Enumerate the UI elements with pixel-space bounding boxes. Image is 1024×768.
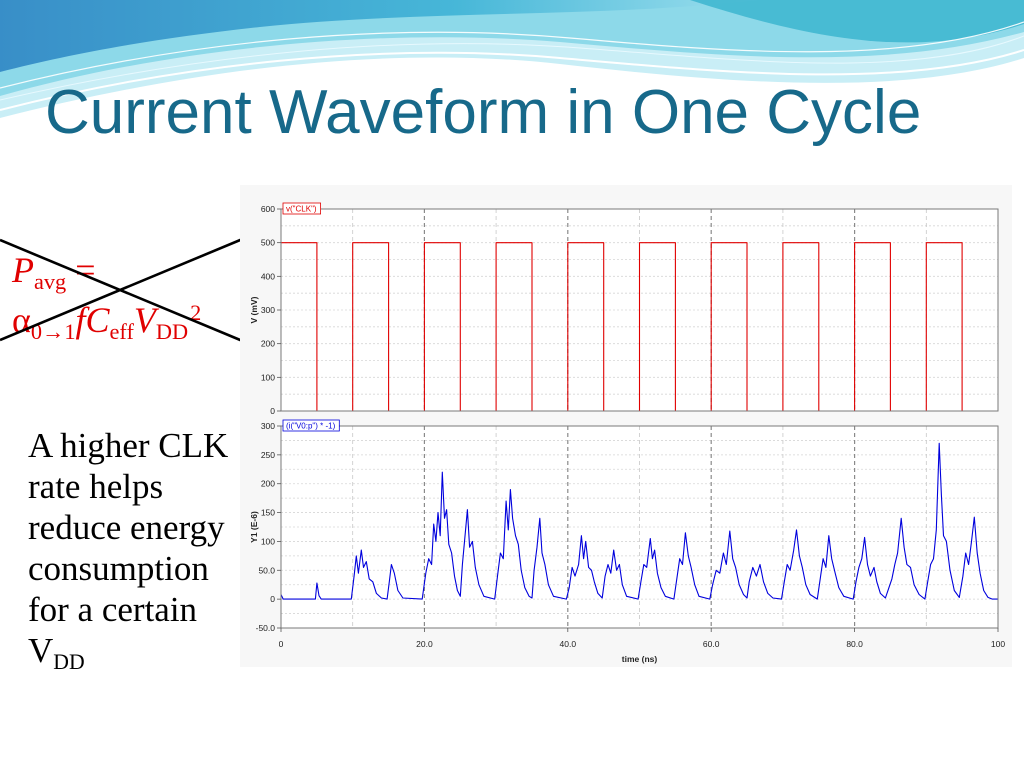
x-tick-label: 0 <box>279 639 284 649</box>
x-tick-label: 60.0 <box>703 639 720 649</box>
formula-line-1: Pavg = <box>12 245 201 295</box>
plot-frame <box>280 425 999 629</box>
y-tick-label: 150 <box>261 508 275 518</box>
x-tick-label: 80.0 <box>846 639 863 649</box>
formula-p: P <box>12 250 34 290</box>
wave-right-band <box>690 0 1024 43</box>
series-line-current <box>280 442 998 600</box>
formula-v-superscript: 2 <box>190 299 202 325</box>
note-line: reduce energy <box>28 508 225 547</box>
note-line: consumption <box>28 549 209 588</box>
y-tick-label: 200 <box>261 339 275 349</box>
note-line: rate helps <box>28 467 164 506</box>
formula-c: C <box>85 300 110 340</box>
formula-equals: = <box>66 250 96 290</box>
cross-line-ascending <box>0 236 246 342</box>
formula-v: V <box>133 300 156 340</box>
x-tick-label: 40.0 <box>560 639 577 649</box>
legend-label-clk: v("CLK") <box>286 205 317 214</box>
y-tick-label: 50.0 <box>258 565 275 575</box>
note-line: for a certain <box>28 590 198 629</box>
cross-line-descending <box>0 238 246 344</box>
formula-v-subscript: DD <box>155 318 189 344</box>
y-tick-label: 300 <box>261 305 275 315</box>
note-line-vdd: VDD <box>28 630 228 674</box>
slide-title: Current Waveform in One Cycle <box>45 78 922 147</box>
header-wave-decoration <box>0 0 1024 118</box>
legend-box-current <box>282 419 340 432</box>
y-tick-label: 0 <box>270 406 275 416</box>
formula-c-subscript: eff <box>109 318 134 344</box>
waveform-chart: 600 500 400 300 200 100 0 V (mV) v("CLK") 300 250 2… <box>240 185 1012 667</box>
wave-white-stroke <box>0 21 1024 89</box>
power-formula: Pavg = α0→1fCeffVDD2 <box>12 245 201 345</box>
y-tick-label: 250 <box>261 450 275 460</box>
x-axis-label: time (ns) <box>622 654 658 664</box>
note-line: A higher CLK <box>28 426 229 465</box>
series-line-clk <box>281 242 998 412</box>
x-tick-label: 100 <box>991 639 1005 649</box>
legend-box-clk <box>282 202 321 215</box>
wave-white-stroke <box>0 49 1024 111</box>
y-tick-label: 600 <box>261 204 275 214</box>
formula-f: f <box>75 300 86 340</box>
y-axis-label: V (mV) <box>249 296 259 323</box>
formula-cross-out <box>0 236 246 344</box>
y-axis-label: Y1 (E-6) <box>249 511 259 543</box>
note-text: A higher CLK rate helps reduce energy co… <box>28 425 229 674</box>
wave-dark-band <box>0 0 760 72</box>
y-tick-label: 500 <box>261 238 275 248</box>
formula-p-subscript: avg <box>34 268 67 294</box>
note-v-subscript: DD <box>53 649 85 674</box>
y-tick-label: 100 <box>261 536 275 546</box>
y-tick-label: 100 <box>261 372 275 382</box>
note-v: V <box>28 631 54 670</box>
y-tick-label: 300 <box>261 421 275 431</box>
y-tick-label: 200 <box>261 479 275 489</box>
plot-clk: 600 500 400 300 200 100 0 V (mV) v("CLK") <box>249 202 999 416</box>
legend-label-current: (i("V0:p") * -1) <box>286 422 336 431</box>
wave-white-stroke <box>0 35 1024 101</box>
y-tick-label: 400 <box>261 271 275 281</box>
y-tick-label: -50.0 <box>256 623 276 633</box>
formula-alpha-subscript: 0→1 <box>30 318 76 344</box>
x-tick-label: 20.0 <box>416 639 433 649</box>
y-tick-label: 0 <box>270 594 275 604</box>
